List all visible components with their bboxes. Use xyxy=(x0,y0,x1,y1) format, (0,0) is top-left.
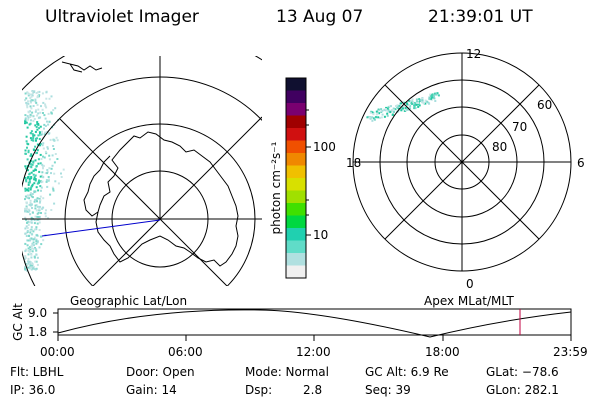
dsp-label: Dsp: xyxy=(245,383,273,397)
colorbar-segment xyxy=(286,228,306,241)
xtick-0600: 06:00 xyxy=(168,345,203,359)
ground-track-line xyxy=(41,219,161,237)
colorbar-segment xyxy=(286,253,306,266)
colorbar-segment xyxy=(286,153,306,166)
ip-status: IP: 36.0 xyxy=(10,383,56,397)
dsp-value: 2.8 xyxy=(303,383,323,397)
colorbar-tick-100: 100 xyxy=(313,140,336,154)
colorbar-segment xyxy=(286,240,306,254)
gain-status: Gain: 14 xyxy=(126,383,177,397)
time-label: 21:39:01 UT xyxy=(428,7,533,27)
colorbar xyxy=(285,77,311,279)
colorbar-segment xyxy=(286,203,306,216)
altitude-curve xyxy=(57,309,572,338)
mlt-label-12: 12 xyxy=(466,47,482,61)
orbit-altitude-plot xyxy=(53,308,572,341)
mlt-lines xyxy=(353,53,571,271)
geographic-map xyxy=(22,56,262,286)
mlat-label-60: 60 xyxy=(537,98,553,112)
colorbar-segment xyxy=(286,115,306,129)
ytick-9: 9.0 xyxy=(28,306,48,320)
mlat-label-80: 80 xyxy=(492,140,508,154)
mlt-label-18: 18 xyxy=(346,156,362,170)
xtick-1200: 12:00 xyxy=(296,345,331,359)
glat-status: GLat: −78.6 xyxy=(486,365,559,379)
gc-altitude-status: GC Alt: 6.9 Re xyxy=(365,365,449,379)
sequence-status: Seq: 39 xyxy=(365,383,411,397)
south-america-coastline xyxy=(61,61,103,73)
colorbar-segment xyxy=(286,78,306,91)
mlat-label-70: 70 xyxy=(512,120,528,134)
colorbar-segment xyxy=(286,265,306,279)
mode-status: Mode: Normal xyxy=(245,365,329,379)
colorbar-segment xyxy=(286,90,306,104)
colorbar-tick-10: 10 xyxy=(313,228,329,242)
aurora-emission-right xyxy=(366,92,440,122)
meridian-lines xyxy=(22,56,262,286)
xtick-2359: 23:59 xyxy=(553,345,588,359)
mlt-label-0: 0 xyxy=(466,277,474,291)
colorbar-segment xyxy=(286,215,306,229)
colorbar-segment xyxy=(286,103,306,116)
xtick-1800: 18:00 xyxy=(425,345,460,359)
antarctica-coastline xyxy=(95,131,239,267)
date-label: 13 Aug 07 xyxy=(276,7,364,27)
colorbar-segment xyxy=(286,178,306,191)
glon-status: GLon: 282.1 xyxy=(486,383,559,397)
colorbar-segment xyxy=(286,190,306,204)
apex-map-label: Apex MLat/MLT xyxy=(424,294,514,308)
colorbar-unit-label: photon cm⁻²s⁻¹ xyxy=(269,141,283,235)
door-status: Door: Open xyxy=(126,365,195,379)
mlat-mlt-map xyxy=(352,52,572,272)
mlt-label-6: 6 xyxy=(577,156,585,170)
ytick-1-8: 1.8 xyxy=(28,325,48,339)
filter-status: Flt: LBHL xyxy=(10,365,64,379)
peninsula-coastline xyxy=(83,155,111,217)
geographic-map-label: Geographic Lat/Lon xyxy=(70,294,188,308)
xtick-0000: 00:00 xyxy=(40,345,75,359)
app-title: Ultraviolet Imager xyxy=(45,7,199,27)
colorbar-segment xyxy=(286,128,306,141)
aurora-emission-left xyxy=(24,90,65,272)
colorbar-segment xyxy=(286,165,306,179)
orbit-ylabel: GC Alt xyxy=(11,303,25,341)
colorbar-segment xyxy=(286,140,306,154)
